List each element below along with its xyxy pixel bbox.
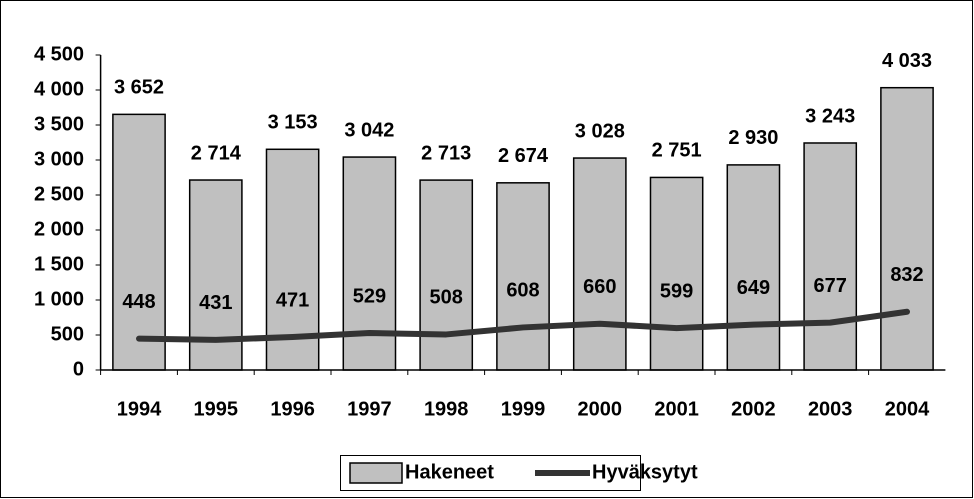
y-tick-label: 4 500: [34, 43, 84, 65]
line-value-label: 471: [276, 289, 309, 311]
bar: [649, 176, 704, 371]
y-tick-label: 1 000: [34, 288, 84, 310]
line-value-label: 599: [660, 280, 693, 302]
bar: [419, 179, 474, 371]
bar-value-label: 2 930: [728, 127, 778, 149]
x-tick-label: 2002: [731, 398, 776, 420]
bar-value-label: 3 153: [268, 112, 318, 134]
x-tick-label: 2003: [808, 398, 853, 420]
x-tick-label: 1995: [194, 398, 239, 420]
line-value-label: 508: [430, 287, 463, 309]
y-tick-label: 500: [51, 323, 84, 345]
bar: [572, 157, 627, 371]
x-tick-label: 1996: [270, 398, 315, 420]
bar-value-label: 3 042: [344, 119, 394, 141]
x-tick-label: 2000: [578, 398, 623, 420]
line-value-label: 431: [199, 292, 232, 314]
bar: [880, 86, 934, 371]
line-value-label: 677: [814, 275, 847, 297]
y-tick-label: 2 500: [34, 183, 84, 205]
bar-value-label: 2 751: [652, 140, 702, 162]
bar-value-label: 2 674: [498, 145, 549, 167]
x-tick-label: 1997: [347, 398, 392, 420]
legend-swatch: [349, 462, 403, 484]
bar: [342, 156, 397, 371]
y-tick-label: 0: [73, 358, 84, 380]
x-tick-label: 1999: [501, 398, 546, 420]
bar-value-label: 2 714: [191, 142, 242, 164]
bar-value-label: 2 713: [421, 142, 471, 164]
bar-value-label: 4 033: [882, 50, 932, 72]
legend-label: Hakeneet: [405, 461, 494, 483]
legend-label: Hyväksytyt: [592, 461, 698, 483]
line-value-label: 660: [583, 276, 616, 298]
bar: [112, 113, 166, 371]
line-value-label: 832: [890, 264, 923, 286]
line-value-label: 608: [506, 280, 539, 302]
x-tick-label: 1998: [424, 398, 469, 420]
y-tick-label: 2 000: [34, 218, 84, 240]
bar: [496, 182, 550, 371]
x-tick-label: 1994: [117, 398, 162, 420]
line-value-label: 448: [122, 291, 155, 313]
line-value-label: 529: [353, 285, 386, 307]
bar-value-label: 3 652: [114, 77, 164, 99]
y-tick-label: 4 000: [34, 78, 84, 100]
x-tick-label: 2001: [654, 398, 699, 420]
bar: [726, 164, 781, 371]
bar: [803, 142, 858, 371]
line: [136, 308, 910, 343]
bar-value-label: 3 243: [805, 105, 855, 127]
x-tick-label: 2004: [885, 398, 930, 420]
bar-value-label: 3 028: [575, 120, 625, 142]
y-tick-label: 3 000: [34, 148, 84, 170]
line-value-label: 649: [737, 277, 770, 299]
y-tick-label: 3 500: [34, 113, 84, 135]
y-tick-label: 1 500: [34, 253, 84, 275]
